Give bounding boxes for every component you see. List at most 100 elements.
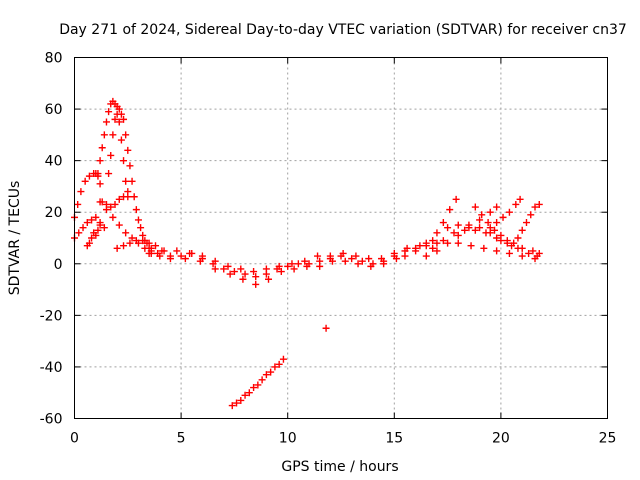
data-point	[348, 255, 356, 263]
data-point	[461, 226, 469, 234]
data-point	[126, 239, 134, 247]
data-point	[422, 252, 430, 260]
data-point	[139, 237, 147, 245]
data-point	[98, 144, 106, 152]
data-point	[279, 355, 287, 363]
y-tick-label: 0	[54, 257, 63, 273]
data-point	[505, 249, 513, 257]
series-evening-band-2	[444, 221, 543, 257]
data-point	[450, 229, 458, 237]
data-point	[237, 396, 245, 404]
data-point	[100, 224, 108, 232]
data-point	[522, 219, 530, 227]
data-point	[233, 399, 241, 407]
data-point	[177, 252, 185, 260]
data-point	[245, 389, 253, 397]
series-daytime-band-lower	[166, 255, 400, 288]
data-point	[465, 221, 473, 229]
data-points	[71, 97, 543, 410]
data-point	[516, 195, 524, 203]
data-point	[241, 270, 249, 278]
data-point	[120, 157, 128, 165]
series-evening-band-3	[454, 239, 539, 263]
data-point	[122, 177, 130, 185]
data-point	[115, 221, 123, 229]
data-point	[211, 265, 219, 273]
data-point	[226, 270, 234, 278]
data-point	[316, 262, 324, 270]
data-point	[100, 131, 108, 139]
data-point	[88, 216, 96, 224]
data-point	[113, 110, 121, 118]
series-outlier-point	[322, 324, 330, 332]
data-point	[79, 224, 87, 232]
data-point	[452, 195, 460, 203]
data-point	[128, 234, 136, 242]
data-point	[220, 265, 228, 273]
data-point	[102, 118, 110, 126]
data-point	[352, 252, 360, 260]
data-point	[480, 244, 488, 252]
data-point	[94, 170, 102, 178]
data-point	[250, 384, 258, 392]
chart-title: Day 271 of 2024, Sidereal Day-to-day VTE…	[59, 22, 627, 38]
axis-ticks	[74, 57, 608, 419]
data-point	[181, 255, 189, 263]
data-point	[392, 255, 400, 263]
data-point	[105, 170, 113, 178]
x-tick-label: 0	[70, 431, 79, 447]
data-point	[230, 268, 238, 276]
data-point	[416, 242, 424, 250]
data-point	[467, 242, 475, 250]
data-point	[228, 402, 236, 410]
data-point	[403, 244, 411, 252]
data-point	[96, 180, 104, 188]
data-point	[92, 231, 100, 239]
data-point	[471, 226, 479, 234]
grid	[74, 57, 608, 419]
data-point	[294, 260, 302, 268]
data-point	[284, 262, 292, 270]
data-point	[211, 257, 219, 265]
data-point	[378, 255, 386, 263]
data-point	[262, 371, 270, 379]
data-point	[303, 262, 311, 270]
data-point	[491, 226, 499, 234]
data-point	[339, 249, 347, 257]
data-point	[75, 229, 83, 237]
data-point	[94, 226, 102, 234]
y-tick-label: 80	[45, 51, 63, 67]
x-tick-label: 20	[492, 431, 510, 447]
data-point	[122, 131, 130, 139]
data-point	[145, 239, 153, 247]
series-short-arc-mid	[92, 221, 104, 239]
data-point	[85, 172, 93, 180]
data-point	[503, 237, 511, 245]
data-point	[267, 368, 275, 376]
data-point	[109, 213, 117, 221]
y-tick-label: -20	[40, 308, 63, 324]
data-point	[429, 244, 437, 252]
data-point	[132, 237, 140, 245]
series-evening-rise-1	[401, 195, 460, 260]
series-arc-low-7	[113, 237, 166, 255]
data-point	[128, 177, 136, 185]
data-point	[132, 206, 140, 214]
data-point	[134, 216, 142, 224]
data-point	[326, 252, 334, 260]
data-point	[115, 105, 123, 113]
data-point	[120, 242, 128, 250]
y-axis-label: SDTVAR / TECUs	[7, 181, 23, 296]
data-point	[505, 208, 513, 216]
series-evening-loop-19	[471, 203, 518, 247]
data-point	[518, 252, 526, 260]
data-point	[96, 157, 104, 165]
data-point	[239, 275, 247, 283]
plot-frame	[74, 57, 608, 419]
axis-tick-labels: 0 5 10 15 20 25 -60 -40 -20 0 20 40 60 80	[40, 51, 617, 447]
data-point	[367, 262, 375, 270]
data-point	[120, 115, 128, 123]
data-point	[124, 188, 132, 196]
data-point	[401, 252, 409, 260]
